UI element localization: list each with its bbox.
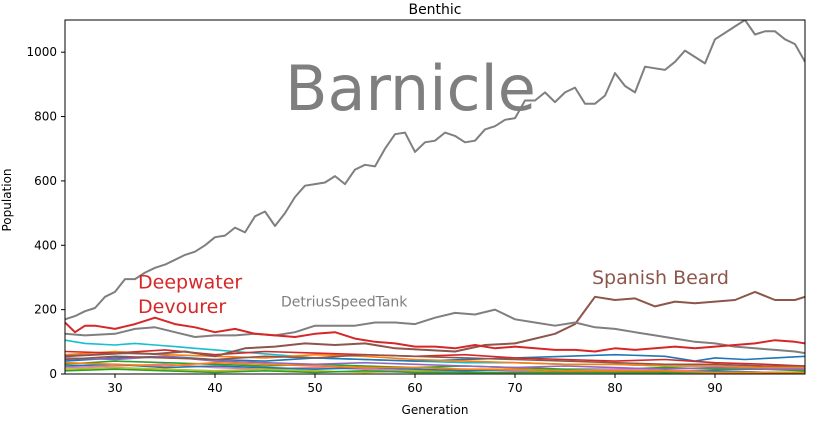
y-tick-label: 200 xyxy=(34,303,57,317)
series-line-2 xyxy=(65,308,805,355)
annotation-label: Devourer xyxy=(138,296,226,318)
y-tick-label: 600 xyxy=(34,174,57,188)
y-tick-label: 0 xyxy=(49,367,57,381)
series-line-0 xyxy=(65,20,805,321)
series-line-3 xyxy=(65,316,805,353)
annotation-label: DetriusSpeedTank xyxy=(281,294,408,310)
series-line-1 xyxy=(65,290,805,358)
annotation-label: Barnicle xyxy=(285,52,536,125)
series-line-15 xyxy=(65,361,805,374)
y-tick-label: 400 xyxy=(34,238,57,252)
x-tick-label: 80 xyxy=(607,381,622,395)
x-tick-label: 50 xyxy=(307,381,322,395)
x-tick-label: 30 xyxy=(107,381,122,395)
x-tick-label: 60 xyxy=(407,381,422,395)
chart-title: Benthic xyxy=(408,2,461,18)
x-axis: 30 40 50 60 70 80 90 xyxy=(107,374,723,395)
x-axis-label: Generation xyxy=(402,403,469,417)
x-tick-label: 70 xyxy=(507,381,522,395)
annotation-label: Deepwater xyxy=(138,272,242,294)
plot-frame xyxy=(64,19,806,375)
series-line-12 xyxy=(65,353,805,367)
annotation-label: Spanish Beard xyxy=(592,267,729,289)
x-tick-label: 90 xyxy=(707,381,722,395)
y-axis: 0 200 400 600 800 1000 xyxy=(26,45,65,381)
y-axis-label: Population xyxy=(0,168,14,231)
y-tick-label: 1000 xyxy=(26,45,57,59)
x-tick-label: 40 xyxy=(207,381,222,395)
series-line-6 xyxy=(65,350,805,369)
y-tick-label: 800 xyxy=(34,110,57,124)
series-layer xyxy=(65,20,805,374)
